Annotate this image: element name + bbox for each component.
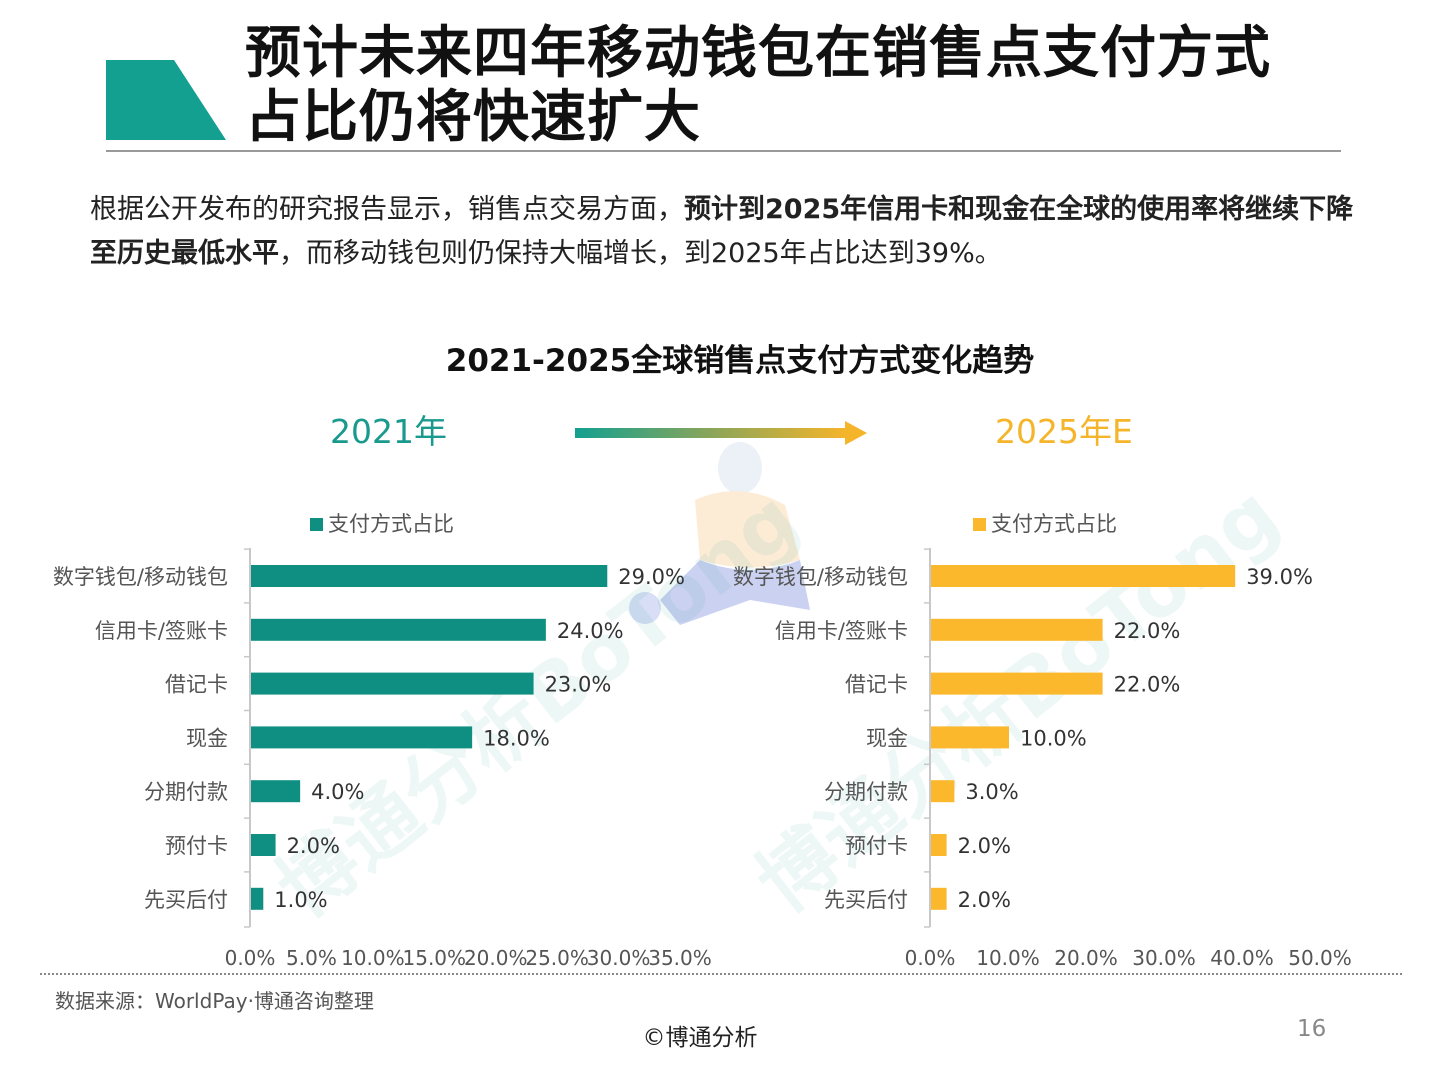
- x-tick-label-2025: 0.0%: [905, 946, 956, 970]
- value-label-2021: 18.0%: [483, 726, 550, 750]
- x-tick-label-2025: 20.0%: [1054, 946, 1118, 970]
- year-label-2025: 2025年E: [995, 412, 1133, 451]
- category-label-2025: 预付卡: [845, 834, 908, 858]
- intro-text-2: ，而移动钱包则仍保持大幅增长，到2025年占比达到39%。: [279, 238, 1002, 269]
- bar-2021: [251, 834, 276, 856]
- legend-swatch-2025: [973, 518, 986, 531]
- category-label-2025: 现金: [866, 726, 908, 750]
- legend-label-2025: 支付方式占比: [991, 512, 1117, 536]
- x-tick-label-2021: 10.0%: [341, 946, 405, 970]
- x-tick-label-2025: 30.0%: [1132, 946, 1196, 970]
- x-tick-label-2025: 10.0%: [976, 946, 1040, 970]
- x-tick-label-2021: 0.0%: [225, 946, 276, 970]
- category-label-2021: 借记卡: [165, 673, 228, 697]
- bar-2021: [251, 726, 473, 749]
- bar-2025: [931, 565, 1236, 587]
- bar-2021: [251, 618, 546, 641]
- value-label-2025: 3.0%: [965, 780, 1018, 804]
- legend-swatch-2021: [310, 518, 323, 531]
- value-label-2025: 22.0%: [1114, 673, 1181, 697]
- runner-illustration-icon: [629, 442, 810, 625]
- x-tick-label-2021: 30.0%: [587, 946, 651, 970]
- category-label-2025: 信用卡/签账卡: [775, 619, 908, 643]
- category-label-2025: 先买后付: [824, 888, 908, 912]
- title-divider: [106, 150, 1341, 152]
- value-label-2021: 4.0%: [311, 780, 364, 804]
- value-label-2025: 2.0%: [958, 834, 1011, 858]
- x-tick-label-2021: 15.0%: [403, 946, 467, 970]
- page-title-line2: 占比仍将快速扩大: [245, 85, 701, 150]
- value-label-2021: 23.0%: [545, 673, 612, 697]
- year-label-2021: 2021年: [330, 412, 447, 451]
- category-label-2021: 现金: [186, 726, 228, 750]
- x-tick-label-2021: 20.0%: [464, 946, 528, 970]
- value-label-2025: 2.0%: [958, 888, 1011, 912]
- bar-2021: [251, 672, 534, 695]
- value-label-2021: 2.0%: [287, 834, 340, 858]
- x-tick-label-2025: 40.0%: [1210, 946, 1274, 970]
- data-source: 数据来源：WorldPay·博通咨询整理: [55, 989, 374, 1013]
- category-label-2021: 预付卡: [165, 834, 228, 858]
- category-label-2021: 数字钱包/移动钱包: [53, 565, 228, 589]
- bar-2025: [931, 672, 1103, 695]
- bar-2025: [931, 726, 1009, 749]
- bar-2025: [931, 780, 955, 803]
- bar-2025: [931, 887, 947, 910]
- value-label-2025: 39.0%: [1246, 565, 1313, 589]
- category-label-2021: 先买后付: [144, 888, 228, 912]
- copyright: ©博通分析: [642, 1025, 758, 1051]
- x-tick-label-2021: 35.0%: [648, 946, 712, 970]
- page-title-line1: 预计未来四年移动钱包在销售点支付方式: [245, 21, 1271, 86]
- bar-2021: [251, 887, 264, 910]
- page-title: 预计未来四年移动钱包在销售点支付方式 占比仍将快速扩大: [245, 22, 1345, 150]
- bar-2025: [931, 618, 1103, 641]
- value-label-2021: 1.0%: [274, 888, 327, 912]
- x-tick-label-2025: 50.0%: [1288, 946, 1352, 970]
- x-tick-label-2021: 5.0%: [286, 946, 337, 970]
- x-tick-label-2021: 25.0%: [525, 946, 589, 970]
- bar-2021: [251, 780, 301, 803]
- title-accent-block: [106, 60, 226, 140]
- intro-bold-text: 预计到2025年信用卡和现金在全球的使用率将继续下降至历史最低水平: [90, 194, 1354, 269]
- category-label-2025: 分期付款: [824, 780, 908, 804]
- page-number: 16: [1297, 1016, 1327, 1042]
- chart-title: 2021-2025全球销售点支付方式变化趋势: [445, 343, 1035, 379]
- intro-paragraph: 根据公开发布的研究报告显示，销售点交易方面，预计到2025年信用卡和现金在全球的…: [90, 188, 1380, 276]
- value-label-2021: 24.0%: [557, 619, 624, 643]
- category-label-2025: 借记卡: [845, 673, 908, 697]
- category-label-2021: 信用卡/签账卡: [95, 619, 228, 643]
- bar-2025: [931, 834, 947, 856]
- bar-2021: [251, 565, 608, 587]
- trend-arrow-icon: [575, 421, 867, 445]
- category-label-2025: 数字钱包/移动钱包: [733, 565, 908, 589]
- legend-label-2021: 支付方式占比: [328, 512, 454, 536]
- value-label-2021: 29.0%: [618, 565, 685, 589]
- value-label-2025: 10.0%: [1020, 726, 1087, 750]
- value-label-2025: 22.0%: [1114, 619, 1181, 643]
- footer-divider: [40, 973, 1402, 975]
- intro-text-1: 根据公开发布的研究报告显示，销售点交易方面，: [90, 194, 684, 225]
- category-label-2021: 分期付款: [144, 780, 228, 804]
